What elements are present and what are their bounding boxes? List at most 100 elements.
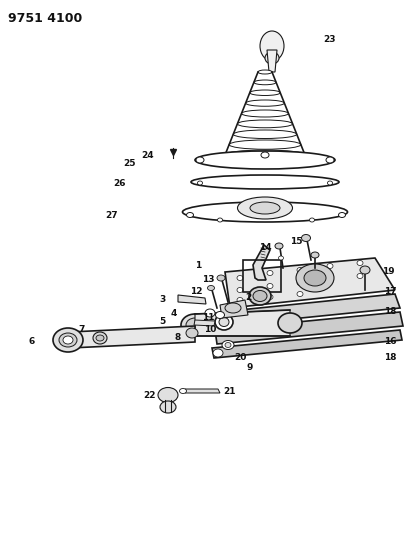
Ellipse shape [186, 318, 204, 332]
Ellipse shape [249, 90, 280, 95]
Ellipse shape [216, 275, 225, 281]
Text: 19: 19 [381, 268, 393, 277]
Text: 10: 10 [203, 326, 216, 335]
Ellipse shape [157, 387, 178, 402]
Polygon shape [225, 258, 394, 308]
Text: 15: 15 [289, 238, 301, 246]
Ellipse shape [221, 341, 234, 350]
Ellipse shape [261, 152, 268, 158]
Ellipse shape [245, 100, 284, 106]
Ellipse shape [214, 314, 232, 330]
Ellipse shape [63, 336, 73, 344]
Ellipse shape [264, 52, 278, 64]
Polygon shape [266, 50, 276, 72]
Text: 14: 14 [258, 244, 271, 253]
Ellipse shape [241, 110, 288, 117]
Ellipse shape [296, 268, 302, 272]
Ellipse shape [186, 328, 198, 338]
Ellipse shape [217, 218, 222, 222]
Ellipse shape [213, 349, 222, 357]
Ellipse shape [253, 80, 275, 85]
Polygon shape [214, 312, 402, 344]
Ellipse shape [259, 31, 283, 61]
Text: 20: 20 [233, 353, 245, 362]
Ellipse shape [180, 314, 209, 336]
Text: 16: 16 [383, 337, 395, 346]
Text: 17: 17 [383, 287, 396, 296]
Polygon shape [195, 310, 289, 336]
Ellipse shape [266, 295, 272, 300]
Text: 22: 22 [144, 391, 156, 400]
Ellipse shape [301, 235, 310, 241]
Text: 9: 9 [246, 364, 253, 373]
Ellipse shape [207, 286, 214, 290]
Text: 11: 11 [201, 313, 214, 322]
Ellipse shape [309, 218, 314, 222]
Text: 8: 8 [175, 334, 181, 343]
Ellipse shape [215, 311, 224, 319]
Ellipse shape [338, 213, 345, 217]
Ellipse shape [359, 266, 369, 274]
Ellipse shape [195, 151, 334, 169]
Ellipse shape [236, 297, 243, 303]
Ellipse shape [191, 175, 338, 189]
Ellipse shape [53, 328, 83, 352]
Ellipse shape [277, 313, 301, 333]
Polygon shape [193, 320, 214, 326]
Ellipse shape [257, 70, 271, 74]
Ellipse shape [274, 243, 282, 249]
Text: 13: 13 [201, 276, 214, 285]
Text: 24: 24 [142, 150, 154, 159]
Text: 18: 18 [383, 308, 395, 317]
Text: 12: 12 [189, 287, 202, 296]
Ellipse shape [218, 318, 229, 327]
Ellipse shape [236, 276, 243, 280]
Ellipse shape [59, 333, 77, 347]
Ellipse shape [296, 280, 302, 286]
Ellipse shape [229, 140, 300, 149]
Ellipse shape [310, 252, 318, 258]
Ellipse shape [326, 277, 332, 281]
Ellipse shape [325, 157, 333, 163]
Ellipse shape [160, 401, 175, 413]
Ellipse shape [197, 181, 202, 185]
Ellipse shape [327, 181, 332, 185]
Text: 27: 27 [106, 211, 118, 220]
Ellipse shape [326, 263, 332, 269]
Text: 5: 5 [159, 318, 165, 327]
Ellipse shape [252, 290, 266, 302]
Ellipse shape [278, 256, 283, 260]
Ellipse shape [303, 270, 325, 286]
Polygon shape [220, 300, 247, 318]
Text: 7: 7 [79, 326, 85, 335]
Polygon shape [184, 389, 220, 393]
Polygon shape [178, 295, 205, 304]
Ellipse shape [225, 150, 304, 160]
Text: 18: 18 [383, 353, 395, 362]
Ellipse shape [186, 213, 193, 217]
Polygon shape [211, 330, 401, 358]
Ellipse shape [182, 202, 347, 222]
Ellipse shape [204, 309, 214, 317]
Ellipse shape [356, 273, 362, 279]
Polygon shape [252, 245, 270, 280]
Ellipse shape [295, 264, 333, 292]
Ellipse shape [225, 343, 230, 348]
Text: 2: 2 [244, 294, 250, 303]
Text: 25: 25 [124, 158, 136, 167]
Ellipse shape [266, 271, 272, 276]
Bar [243, 260, 280, 292]
Text: 4: 4 [171, 310, 177, 319]
Ellipse shape [356, 261, 362, 265]
Ellipse shape [179, 389, 186, 393]
Ellipse shape [237, 120, 292, 128]
Ellipse shape [249, 202, 279, 214]
Text: 26: 26 [113, 180, 126, 189]
Text: 21: 21 [223, 387, 236, 397]
Ellipse shape [196, 157, 204, 163]
Polygon shape [220, 294, 399, 326]
Text: 3: 3 [160, 295, 166, 304]
Ellipse shape [233, 130, 296, 139]
Ellipse shape [225, 303, 240, 313]
Ellipse shape [96, 335, 104, 341]
